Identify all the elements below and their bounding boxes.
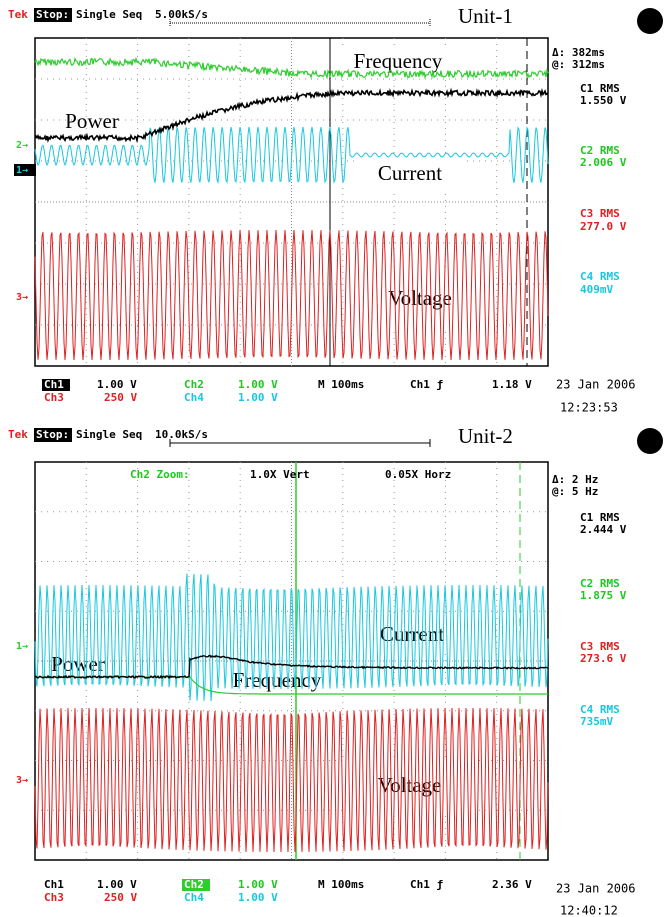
brand: Tek	[8, 428, 28, 441]
channel: Ch4	[184, 391, 204, 404]
channel-marker: 1→	[16, 165, 28, 176]
channel-scale: 1.00 V	[97, 378, 137, 391]
logo	[637, 8, 663, 34]
state: Stop:	[36, 428, 69, 441]
measurement-value: 2.444 V	[580, 523, 627, 536]
measurement-label: C4 RMS	[580, 270, 620, 283]
channel-scale: 1.00 V	[238, 378, 278, 391]
channel-scale: 1.00 V	[97, 878, 137, 891]
unit-label: Unit-2	[458, 424, 513, 448]
oscilloscope-page: Tek Stop: Single Seq 5.00kS/s Unit-1 Frequenc…	[0, 0, 668, 917]
channel-scale: 250 V	[104, 391, 137, 404]
cursor-at: @: 5 Hz	[552, 485, 598, 498]
date: 23 Jan 2006	[556, 882, 635, 896]
zoom-label: Ch2 Zoom:	[130, 468, 190, 481]
trace-label: Power	[65, 109, 119, 133]
time: 12:23:53	[560, 401, 618, 415]
measurement-value: 2.006 V	[580, 156, 627, 169]
record-bar	[170, 439, 430, 447]
mode: Single Seq	[76, 428, 142, 441]
trace-label: Frequency	[354, 49, 443, 73]
measurement-value: 409mV	[580, 283, 613, 296]
measurement-value: 1.550 V	[580, 94, 627, 107]
measurement-value: 277.0 V	[580, 220, 627, 233]
unit-label: Unit-1	[458, 4, 513, 28]
trigger-level: 2.36 V	[492, 878, 532, 891]
trigger-level: 1.18 V	[492, 378, 532, 391]
channel: Ch4	[184, 891, 204, 904]
measurement-value: 273.6 V	[580, 652, 627, 665]
measurement-value: 735mV	[580, 715, 613, 728]
measurement-label: C3 RMS	[580, 207, 620, 220]
channel: Ch2	[184, 878, 204, 891]
channel: Ch1	[44, 378, 64, 391]
measurement-value: 1.875 V	[580, 589, 627, 602]
channel-marker: 3→	[16, 292, 28, 303]
channel-scale: 1.00 V	[238, 878, 278, 891]
time: 12:40:12	[560, 904, 618, 917]
trigger: Ch1 ƒ	[410, 378, 443, 391]
record-bar	[170, 19, 430, 27]
trace-label: Voltage	[388, 286, 452, 310]
trigger: Ch1 ƒ	[410, 878, 443, 891]
zoom-vert: 1.0X Vert	[250, 468, 310, 481]
zoom-horz: 0.05X Horz	[385, 468, 451, 481]
channel-scale: 1.00 V	[238, 891, 278, 904]
channel-scale: 250 V	[104, 891, 137, 904]
sample-rate: 10.0kS/s	[155, 428, 208, 441]
sample-rate: 5.00kS/s	[155, 8, 208, 21]
timebase: M 100ms	[318, 878, 364, 891]
state: Stop:	[36, 8, 69, 21]
brand: Tek	[8, 8, 28, 21]
mode: Single Seq	[76, 8, 142, 21]
channel-marker: 1→	[16, 641, 28, 652]
channel-scale: 1.00 V	[238, 391, 278, 404]
channel-marker: 3→	[16, 775, 28, 786]
channel: Ch3	[44, 391, 64, 404]
channel: Ch1	[44, 878, 64, 891]
timebase: M 100ms	[318, 378, 364, 391]
trace-label: Current	[378, 161, 442, 185]
cursor-at: @: 312ms	[552, 58, 605, 71]
channel: Ch2	[184, 378, 204, 391]
channel: Ch3	[44, 891, 64, 904]
date: 23 Jan 2006	[556, 378, 635, 392]
channel-marker: 2→	[16, 140, 28, 151]
logo	[637, 428, 663, 454]
